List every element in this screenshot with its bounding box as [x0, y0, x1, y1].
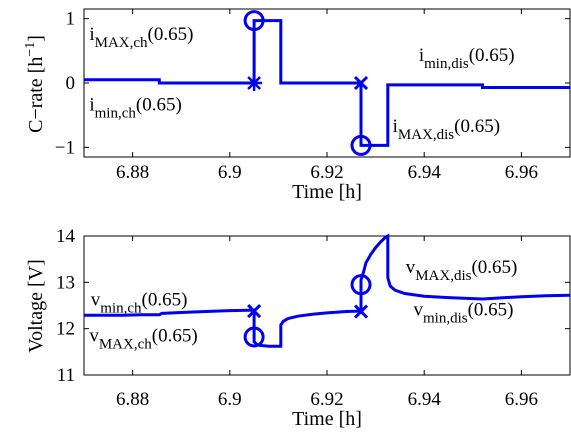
crate-y-tick-label: 1: [66, 9, 76, 30]
voltage-x-tick-label: 6.9: [218, 389, 242, 410]
voltage-annotation: vMAX,ch(0.65): [89, 326, 197, 353]
annotation-subscript: MAX,ch: [99, 337, 152, 353]
voltage-annotation: vmin,ch(0.65): [91, 290, 188, 317]
annotation-argument: (0.65): [469, 45, 515, 66]
annotation-subscript: min,ch: [95, 106, 137, 122]
annotation-argument: (0.65): [148, 24, 194, 45]
voltage-x-axis-label: Time [h]: [292, 408, 362, 430]
annotation-symbol: v: [89, 326, 99, 347]
annotation-symbol: v: [406, 257, 416, 278]
crate-y-tick-label: 0: [66, 73, 76, 94]
voltage-circle-marker: [350, 274, 372, 296]
voltage-x-tick-label: 6.94: [408, 389, 442, 410]
crate-annotation: imin,ch(0.65): [89, 95, 181, 122]
crate-y-ticks: 1 0 −1: [55, 9, 570, 158]
crate-circle-marker: [243, 10, 265, 32]
voltage-x-ticks: 6.88 6.9 6.92 6.94 6.96: [116, 236, 538, 410]
voltage-x-tick-label: 6.96: [505, 389, 538, 410]
voltage-x-tick-label: 6.92: [310, 389, 343, 410]
crate-x-tick-label: 6.9: [218, 162, 242, 183]
crate-y-axis-label-main: C−rate [h: [25, 57, 47, 133]
voltage-plot-area: vmin,ch(0.65)vMAX,ch(0.65)vMAX,dis(0.65)…: [84, 233, 571, 353]
crate-x-tick-label: 6.92: [310, 162, 343, 183]
annotation-argument: (0.65): [471, 257, 517, 278]
crate-x-tick-label: 6.96: [505, 162, 538, 183]
crate-x-tick-label: 6.94: [408, 162, 442, 183]
annotation-symbol: i: [419, 45, 424, 66]
crate-annotation: iMAX,ch(0.65): [89, 24, 193, 51]
voltage-x-tick-label: 6.88: [116, 389, 149, 410]
annotation-subscript: MAX,ch: [95, 35, 148, 51]
crate-plot-area: iMAX,ch(0.65)imin,ch(0.65)imin,dis(0.65)…: [84, 10, 570, 156]
voltage-y-tick-label: 12: [56, 319, 75, 340]
annotation-subscript: min,ch: [100, 301, 142, 317]
voltage-circle-marker: [243, 326, 265, 348]
annotation-argument: (0.65): [136, 95, 182, 116]
voltage-y-tick-label: 11: [57, 365, 75, 386]
annotation-argument: (0.65): [454, 116, 500, 137]
crate-circle-marker: [350, 134, 372, 156]
annotation-subscript: min,dis: [423, 311, 468, 327]
crate-x-tick-label: 6.88: [116, 162, 149, 183]
voltage-annotation: vMAX,dis(0.65): [406, 257, 518, 284]
annotation-symbol: v: [91, 290, 101, 311]
annotation-symbol: i: [89, 95, 94, 116]
crate-annotation: iMAX,dis(0.65): [393, 116, 500, 143]
crate-x-axis-label: Time [h]: [292, 181, 362, 203]
crate-x-marker: [353, 75, 369, 91]
crate-series-line: [84, 19, 570, 147]
crate-star-marker: [246, 75, 263, 91]
crate-y-axis-label-close: ]: [25, 35, 47, 42]
crate-x-ticks: 6.88 6.9 6.92 6.94 6.96: [116, 9, 538, 183]
annotation-symbol: i: [393, 116, 398, 137]
voltage-y-tick-label: 13: [56, 272, 75, 293]
voltage-x-marker: [353, 304, 369, 319]
crate-annotation: imin,dis(0.65): [419, 45, 515, 72]
annotation-symbol: v: [414, 300, 424, 321]
voltage-y-tick-label: 14: [56, 226, 76, 247]
voltage-y-ticks: 14 13 12 11: [56, 226, 570, 386]
annotation-subscript: MAX,dis: [415, 268, 471, 284]
voltage-annotation: vmin,dis(0.65): [414, 300, 514, 327]
annotation-symbol: i: [89, 24, 94, 45]
annotation-argument: (0.65): [468, 300, 514, 321]
annotation-argument: (0.65): [142, 290, 188, 311]
voltage-x-marker: [247, 303, 262, 319]
crate-y-tick-label: −1: [55, 137, 75, 158]
voltage-series-line: [84, 233, 571, 348]
annotation-argument: (0.65): [152, 326, 198, 347]
crate-y-axis-label: C−rate [h−1]: [23, 35, 47, 133]
annotation-subscript: MAX,dis: [398, 127, 454, 143]
voltage-y-axis-label: Voltage [V]: [25, 259, 47, 353]
crate-panel: 6.88 6.9 6.92 6.94 6.96 10−1 iMAX,ch(0.65)im…: [23, 8, 571, 203]
crate-y-axis-label-exponent: −1: [23, 42, 38, 57]
annotation-subscript: min,dis: [424, 56, 469, 72]
